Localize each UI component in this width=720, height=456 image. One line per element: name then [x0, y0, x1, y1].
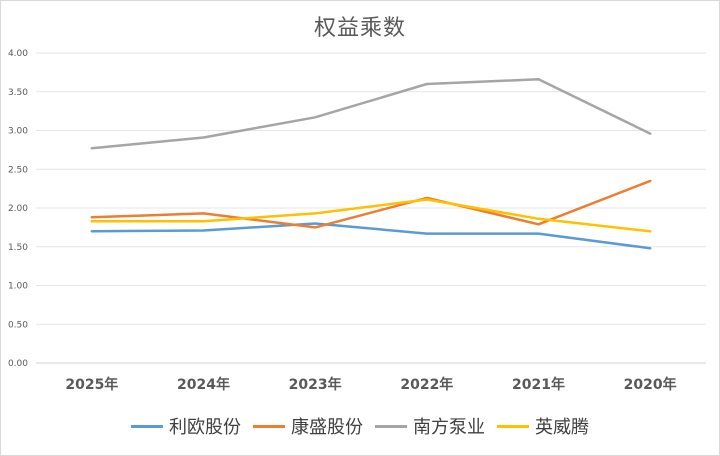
legend-item: 英威腾	[497, 413, 589, 439]
series-line	[90, 198, 652, 233]
y-tick-label: 0.00	[8, 359, 28, 369]
legend-swatch	[497, 424, 529, 428]
legend-item: 利欧股份	[131, 413, 241, 439]
chart-legend: 利欧股份 康盛股份 南方泵业 英威腾	[0, 413, 720, 439]
y-tick-label: 3.00	[8, 127, 28, 137]
y-tick-label: 1.00	[8, 282, 28, 292]
x-tick-label: 2022年	[400, 376, 453, 393]
x-tick-label: 2023年	[289, 376, 342, 393]
x-tick-label: 2024年	[177, 376, 230, 393]
legend-item: 南方泵业	[375, 413, 485, 439]
y-tick-label: 2.00	[8, 204, 28, 214]
legend-label: 康盛股份	[291, 417, 363, 438]
x-tick-label: 2021年	[512, 376, 565, 393]
legend-label: 利欧股份	[169, 417, 241, 438]
legend-item: 康盛股份	[253, 413, 363, 439]
y-tick-label: 0.50	[8, 320, 28, 330]
chart-title: 权益乘数	[313, 16, 406, 41]
legend-swatch	[375, 424, 407, 428]
y-tick-label: 1.50	[8, 243, 28, 253]
y-tick-label: 3.50	[8, 88, 28, 98]
legend-swatch	[131, 424, 163, 428]
series-line	[90, 78, 652, 150]
legend-swatch	[253, 424, 285, 428]
legend-label: 南方泵业	[413, 417, 485, 438]
x-tick-label: 2020年	[624, 376, 677, 393]
legend-label: 英威腾	[535, 417, 589, 438]
series-line	[90, 222, 652, 250]
y-tick-label: 4.00	[8, 49, 28, 59]
x-tick-label: 2025年	[65, 376, 118, 393]
series-line	[90, 179, 652, 229]
y-tick-label: 2.50	[8, 165, 28, 175]
